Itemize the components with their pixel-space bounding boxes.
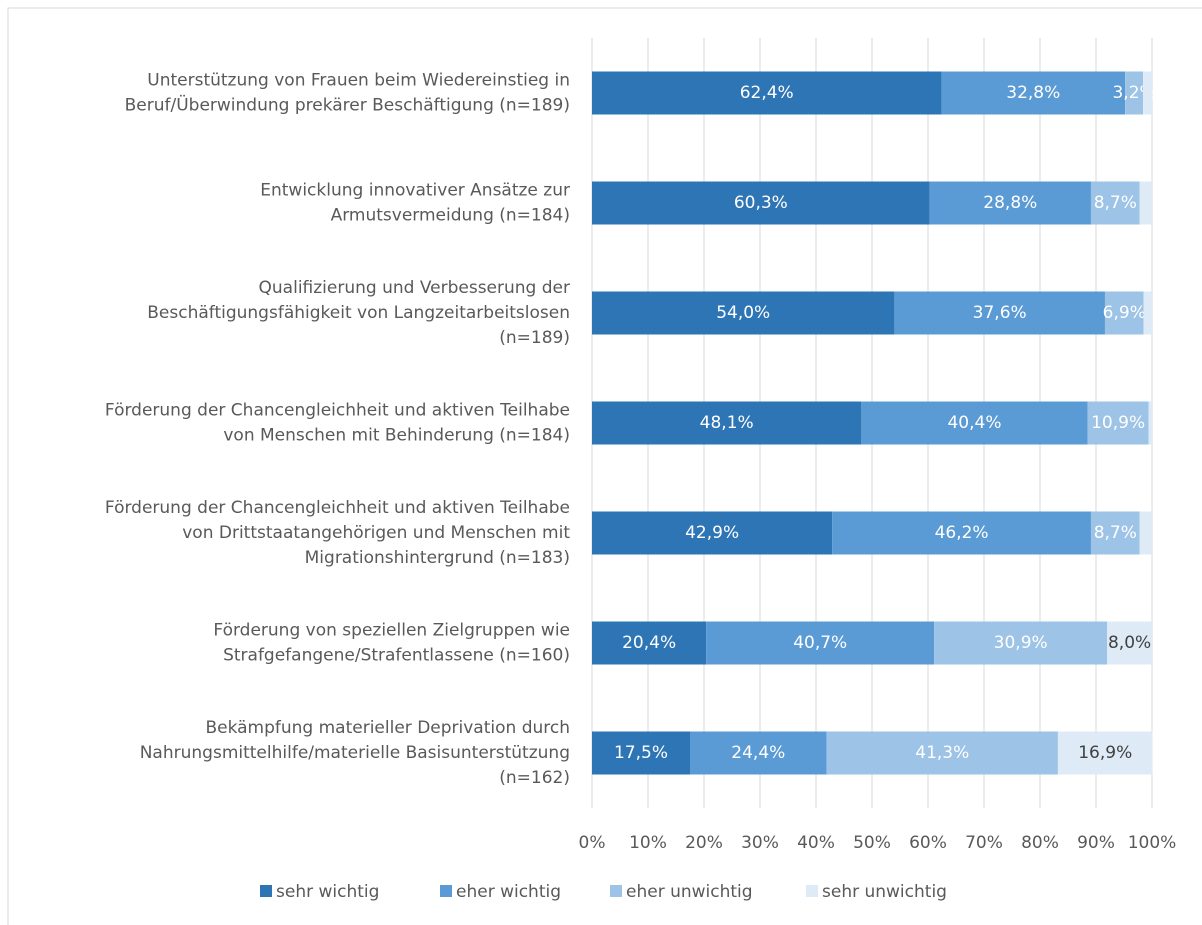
category-line: Entwicklung innovativer Ansätze zur	[260, 181, 570, 201]
x-tick-label: 0%	[579, 833, 606, 853]
bar-segment	[592, 731, 690, 775]
category-line: von Drittstaatangehörigen und Menschen m…	[182, 523, 570, 543]
category-line: von Menschen mit Behinderung (n=184)	[223, 426, 570, 446]
bar-segment	[592, 401, 862, 445]
category-line: (n=162)	[499, 768, 570, 788]
bar-segment	[1143, 71, 1152, 115]
value-label: 42,9%	[685, 523, 739, 543]
legend-label: eher wichtig	[456, 882, 561, 902]
bar-segment	[929, 181, 1091, 225]
bar-segment	[861, 401, 1088, 445]
category-line: Beschäftigungsfähigkeit von Langzeitarbe…	[147, 303, 570, 323]
value-label: 8,0%	[1108, 633, 1151, 653]
bar-segment	[1057, 731, 1153, 775]
value-label: 32,8%	[1006, 83, 1060, 103]
x-tick-label: 50%	[853, 833, 891, 853]
bar-segment	[894, 291, 1105, 335]
value-label: 10,9%	[1091, 413, 1145, 433]
category-label: Entwicklung innovativer Ansätze zur Armut…	[260, 181, 570, 226]
legend-swatch	[610, 885, 622, 897]
category-label: Förderung von speziellen Zielgruppen wie…	[213, 621, 570, 666]
bar-segment	[1139, 181, 1152, 225]
legend-swatch	[260, 885, 272, 897]
category-line: Förderung von speziellen Zielgruppen wie	[213, 621, 570, 641]
category-line: Bekämpfung materieller Deprivation durch	[205, 718, 570, 738]
category-label: Förderung der Chancengleichheit und akti…	[105, 498, 570, 568]
category-label: Förderung der Chancengleichheit und akti…	[105, 401, 570, 446]
bar-segment	[592, 511, 833, 555]
bar-segment	[690, 731, 827, 775]
bar-segment	[592, 291, 895, 335]
category-line: Qualifizierung und Verbesserung der	[259, 278, 570, 298]
value-label: 48,1%	[700, 413, 754, 433]
x-tick-label: 100%	[1128, 833, 1177, 853]
category-label: Unterstützung von Frauen beim Wiedereins…	[125, 71, 570, 116]
x-tick-label: 70%	[965, 833, 1003, 853]
category-line: (n=189)	[499, 328, 570, 348]
value-label: 30,9%	[994, 633, 1048, 653]
category-line: Strafgefangene/Strafentlassene (n=160)	[223, 646, 570, 666]
bar-segment	[1090, 511, 1140, 555]
bar-segment	[592, 71, 942, 115]
bar-segment	[1139, 511, 1152, 555]
category-line: Förderung der Chancengleichheit und akti…	[105, 498, 570, 518]
category-line: Unterstützung von Frauen beim Wiedereins…	[147, 71, 570, 91]
value-label: 40,4%	[947, 413, 1001, 433]
value-label: 6,9%	[1103, 303, 1146, 323]
x-tick-label: 60%	[909, 833, 947, 853]
value-label: 8,7%	[1094, 193, 1137, 213]
bar-segment	[832, 511, 1091, 555]
value-label: 37,6%	[973, 303, 1027, 323]
bar-segment	[934, 621, 1108, 665]
bar-segment	[1090, 181, 1140, 225]
category-line: Förderung der Chancengleichheit und akti…	[105, 401, 570, 421]
legend-swatch	[440, 885, 452, 897]
x-tick-label: 40%	[797, 833, 835, 853]
chart-border	[7, 7, 1202, 925]
bar-segment	[826, 731, 1058, 775]
x-tick-label: 20%	[685, 833, 723, 853]
x-tick-label: 80%	[1021, 833, 1059, 853]
bar-segment	[1087, 401, 1149, 445]
bar-segment	[941, 71, 1126, 115]
category-line: Migrationshintergrund (n=183)	[305, 548, 570, 568]
value-label: 24,4%	[731, 743, 785, 763]
x-tick-label: 10%	[629, 833, 667, 853]
x-tick-label: 30%	[741, 833, 779, 853]
value-label: 28,8%	[983, 193, 1037, 213]
value-label: 62,4%	[740, 83, 794, 103]
value-label: 20,4%	[622, 633, 676, 653]
legend-label: sehr unwichtig	[822, 882, 947, 902]
value-label: 40,7%	[793, 633, 847, 653]
value-label: 54,0%	[716, 303, 770, 323]
x-tick-label: 90%	[1077, 833, 1115, 853]
category-label: Qualifizierung und Verbesserung der Besch…	[147, 278, 570, 348]
bar-segment	[592, 621, 707, 665]
value-label: 60,3%	[734, 193, 788, 213]
value-label: 16,9%	[1078, 743, 1132, 763]
bar-segment	[592, 181, 930, 225]
value-label: 46,2%	[935, 523, 989, 543]
category-label: Bekämpfung materieller Deprivation durch…	[140, 718, 570, 788]
bar-segment	[706, 621, 935, 665]
category-line: Beruf/Überwindung prekärer Beschäftigung…	[125, 94, 570, 116]
value-label: 8,7%	[1094, 523, 1137, 543]
legend-label: sehr wichtig	[276, 882, 379, 902]
bar-segment	[1104, 291, 1144, 335]
bar-segment	[1148, 401, 1152, 445]
legend-swatch	[806, 885, 818, 897]
bar-segment	[1125, 71, 1144, 115]
bar-segment	[1143, 291, 1152, 335]
category-line: Armutsvermeidung (n=184)	[331, 206, 570, 226]
category-line: Nahrungsmittelhilfe/materielle Basisunte…	[140, 743, 570, 763]
legend-label: eher unwichtig	[626, 882, 753, 902]
bar-segment	[1107, 621, 1152, 665]
value-label: 17,5%	[614, 743, 668, 763]
value-label: 41,3%	[915, 743, 969, 763]
